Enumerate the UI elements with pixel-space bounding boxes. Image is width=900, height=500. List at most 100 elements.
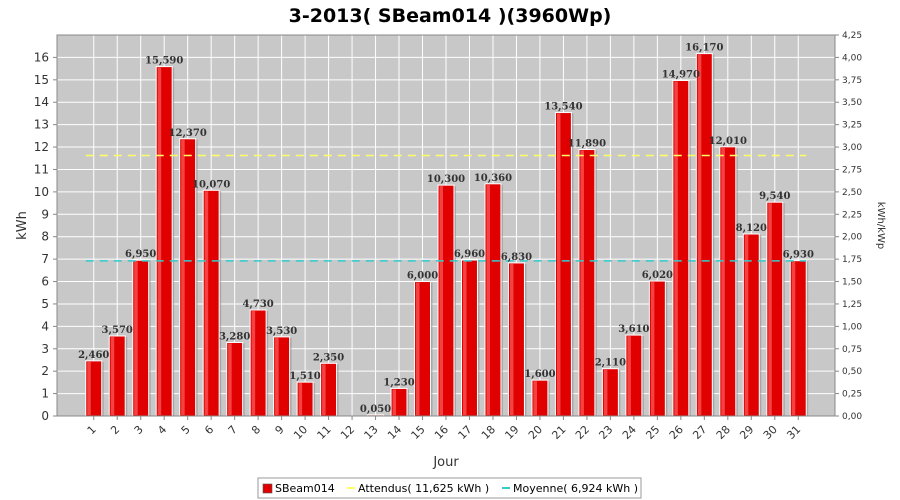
y2-tick-label: 3,50 [842,98,862,108]
x-tick-label: 8 [249,423,263,437]
x-tick-label: 5 [179,423,193,437]
data-label: 2,350 [313,352,344,363]
x-tick-label: 25 [643,423,662,442]
bar-highlight [157,67,162,415]
bar-highlight [462,261,467,415]
y2-tick-label: 0,00 [842,412,862,422]
data-label: 1,230 [383,377,414,388]
y2-tick-label: 0,75 [842,345,862,355]
bar-highlight [791,261,796,415]
x-tick-label: 18 [479,423,498,442]
y2-tick-label: 1,75 [842,255,862,265]
plot-border [56,34,836,417]
data-label: 10,360 [474,173,512,184]
bar-highlight [275,337,279,415]
y-tick-label: 3 [41,342,49,356]
x-tick-label: 24 [620,423,639,442]
legend-box [257,477,642,499]
y-tick-label: 0 [41,409,49,423]
x-tick-label: 28 [714,423,733,442]
y-tick-label: 15 [34,73,49,87]
y-tick-label: 11 [34,162,49,176]
x-axis-title: Jour [432,455,459,470]
data-label: 6,000 [407,271,438,282]
x-tick-label: 27 [690,423,709,442]
bar-highlight [322,364,326,415]
y-tick-label: 2 [41,364,49,378]
x-tick-label: 1 [85,423,99,437]
y-axis-title: kWh [15,211,30,240]
bar-highlight [674,81,678,415]
x-tick-label: 11 [315,423,334,442]
y2-tick-label: 0,50 [842,367,862,377]
x-tick-label: 19 [502,423,521,442]
x-tick-label: 17 [456,423,475,442]
x-tick-label: 4 [155,423,169,437]
data-label: 3,280 [219,331,250,342]
x-tick-label: 2 [108,423,122,437]
bar-highlight [486,184,490,415]
data-label: 11,890 [568,139,606,150]
data-label: 8,120 [736,223,767,234]
y2-tick-label: 1,00 [842,322,862,332]
y-tick-label: 16 [34,50,49,64]
x-tick-label: 7 [226,423,240,437]
x-tick-label: 22 [573,423,592,442]
data-label: 0,050 [360,404,391,415]
y2-tick-label: 1,50 [842,278,862,288]
bar-highlight [697,54,702,415]
data-label: 16,170 [685,43,723,54]
data-label: 10,070 [192,179,230,190]
y-tick-label: 13 [34,118,49,132]
bar-highlight [87,361,91,415]
bar-highlight [134,261,138,415]
data-label: 2,460 [78,350,109,361]
bar-highlight [627,336,631,415]
legend-label-expected: Attendus( 11,625 kWh ) [358,482,489,495]
legend-swatch-bars [262,483,273,494]
y-tick-label: 7 [41,252,49,266]
bar-highlight [580,150,584,416]
y2-tick-label: 2,50 [842,188,862,198]
y-tick-label: 1 [41,387,49,401]
y-tick-label: 8 [41,230,49,244]
y-tick-label: 10 [34,185,49,199]
bar-highlight [251,310,256,415]
x-tick-label: 9 [273,423,287,437]
bar-highlight [721,147,725,415]
data-label: 6,960 [454,249,485,260]
bar-highlight [509,263,514,415]
data-label: 3,570 [102,325,133,336]
bar-highlight [603,369,608,415]
y2-tick-label: 4,00 [842,53,862,63]
bar-highlight [439,186,444,415]
y-tick-label: 5 [41,297,49,311]
x-tick-label: 30 [761,423,780,442]
y-tick-label: 4 [41,319,49,333]
legend-label-average: Moyenne( 6,924 kWh ) [513,482,638,495]
y2-tick-label: 2,75 [842,165,862,175]
data-label: 12,010 [709,136,747,147]
data-label: 9,540 [759,191,790,202]
data-label: 2,110 [595,358,626,369]
y-tick-label: 14 [34,95,49,109]
data-label: 14,970 [662,69,700,80]
data-label: 1,600 [524,369,555,380]
bar-highlight [768,203,772,415]
data-label: 1,510 [289,371,320,382]
data-label: 13,540 [544,102,582,113]
x-tick-label: 6 [202,423,216,437]
y-tick-label: 6 [41,275,49,289]
bar-highlight [744,235,749,415]
x-tick-label: 31 [784,423,803,442]
x-tick-label: 10 [291,423,310,442]
y2-tick-label: 2,25 [842,210,862,220]
x-tick-label: 16 [432,423,451,442]
bar-highlight [110,336,115,415]
bar-highlight [181,139,185,415]
x-tick-label: 23 [596,423,615,442]
data-label: 12,370 [169,128,207,139]
data-label: 15,590 [145,56,183,67]
